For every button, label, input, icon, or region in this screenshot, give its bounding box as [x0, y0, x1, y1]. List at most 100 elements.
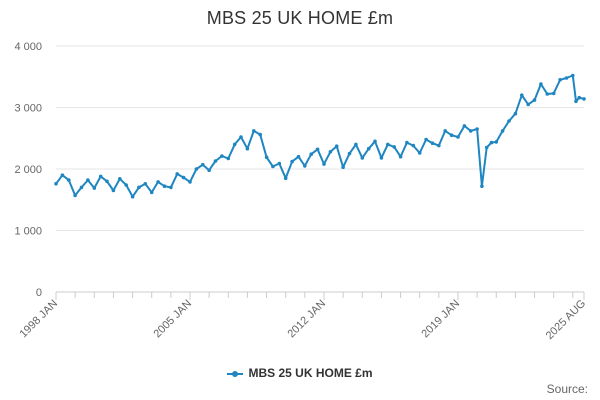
data-point[interactable]	[130, 194, 135, 199]
data-point[interactable]	[258, 132, 263, 137]
data-point[interactable]	[468, 129, 473, 133]
data-point[interactable]	[574, 99, 578, 104]
y-tick-label: 4 000	[14, 41, 42, 53]
data-point[interactable]	[334, 144, 339, 148]
data-point[interactable]	[392, 145, 397, 149]
data-point[interactable]	[545, 92, 550, 96]
data-point[interactable]	[480, 184, 484, 188]
data-point[interactable]	[424, 137, 428, 142]
data-point[interactable]	[175, 172, 179, 176]
data-point[interactable]	[54, 182, 58, 186]
data-point[interactable]	[162, 184, 167, 188]
data-point[interactable]	[156, 180, 160, 184]
data-point[interactable]	[379, 156, 384, 160]
data-point[interactable]	[213, 159, 218, 163]
data-point[interactable]	[239, 135, 243, 139]
data-point[interactable]	[79, 185, 84, 190]
data-point[interactable]	[226, 156, 231, 161]
data-point[interactable]	[475, 127, 479, 131]
data-point[interactable]	[507, 119, 511, 123]
data-point[interactable]	[73, 193, 77, 198]
data-point[interactable]	[181, 175, 186, 180]
data-point[interactable]	[532, 98, 537, 102]
data-point[interactable]	[360, 156, 365, 160]
data-point[interactable]	[322, 162, 326, 166]
data-point[interactable]	[489, 140, 494, 145]
data-point[interactable]	[582, 97, 586, 101]
x-tick-label: 1998 JAN	[17, 298, 60, 341]
data-point[interactable]	[484, 145, 489, 150]
data-point[interactable]	[252, 129, 256, 133]
data-point[interactable]	[366, 146, 371, 151]
data-point[interactable]	[60, 173, 65, 177]
data-point[interactable]	[169, 185, 173, 190]
data-point[interactable]	[398, 154, 403, 159]
data-point[interactable]	[201, 162, 205, 167]
data-point[interactable]	[462, 124, 467, 128]
source-link[interactable]: Source:	[546, 382, 588, 396]
y-tick-label: 2 000	[14, 164, 42, 176]
x-tick-label: 2019 JAN	[419, 298, 462, 341]
data-point[interactable]	[558, 78, 562, 82]
data-point[interactable]	[526, 102, 530, 107]
legend-swatch	[227, 370, 244, 377]
data-point[interactable]	[86, 178, 90, 182]
series-layer	[54, 73, 586, 199]
data-point[interactable]	[124, 183, 128, 187]
data-point[interactable]	[539, 82, 543, 86]
data-point[interactable]	[296, 154, 301, 159]
data-point[interactable]	[411, 143, 416, 148]
legend[interactable]: MBS 25 UK HOME £m	[0, 366, 600, 380]
data-point[interactable]	[149, 190, 154, 195]
series-line[interactable]	[55, 74, 585, 198]
data-point[interactable]	[220, 154, 224, 158]
gridlines	[56, 45, 584, 293]
data-point[interactable]	[303, 164, 307, 168]
data-point[interactable]	[443, 129, 448, 133]
data-point[interactable]	[347, 151, 352, 156]
data-point[interactable]	[194, 167, 199, 171]
data-point[interactable]	[315, 147, 320, 152]
data-point[interactable]	[571, 73, 575, 78]
data-point[interactable]	[111, 188, 116, 193]
data-point[interactable]	[67, 178, 71, 182]
data-point[interactable]	[137, 185, 141, 190]
data-point[interactable]	[449, 133, 454, 137]
data-point[interactable]	[520, 93, 524, 97]
data-point[interactable]	[283, 176, 288, 180]
data-point[interactable]	[98, 174, 103, 179]
data-point[interactable]	[577, 95, 581, 100]
data-point[interactable]	[290, 159, 294, 164]
data-point[interactable]	[564, 76, 569, 80]
data-point[interactable]	[551, 91, 556, 96]
data-point[interactable]	[105, 179, 109, 184]
data-point[interactable]	[354, 142, 358, 147]
data-point[interactable]	[513, 111, 518, 116]
data-point[interactable]	[328, 150, 333, 154]
y-tick-label: 3 000	[14, 103, 42, 115]
data-point[interactable]	[500, 129, 505, 133]
data-point[interactable]	[417, 151, 422, 155]
data-point[interactable]	[341, 165, 345, 169]
data-point[interactable]	[245, 146, 250, 151]
data-point[interactable]	[118, 177, 122, 181]
data-point[interactable]	[207, 168, 211, 172]
data-point[interactable]	[456, 135, 460, 139]
data-point[interactable]	[309, 152, 314, 156]
data-point[interactable]	[264, 155, 269, 160]
data-point[interactable]	[405, 140, 409, 145]
data-point[interactable]	[271, 164, 275, 169]
y-tick-label: 0	[36, 287, 42, 299]
data-point[interactable]	[143, 182, 148, 186]
data-point[interactable]	[373, 139, 377, 144]
data-point[interactable]	[386, 142, 390, 147]
data-point[interactable]	[277, 161, 282, 166]
data-point[interactable]	[188, 180, 192, 184]
data-point[interactable]	[437, 143, 441, 148]
data-point[interactable]	[232, 142, 237, 147]
legend-label: MBS 25 UK HOME £m	[248, 366, 373, 380]
data-point[interactable]	[430, 141, 435, 145]
data-point[interactable]	[494, 140, 499, 144]
data-point[interactable]	[92, 186, 97, 190]
